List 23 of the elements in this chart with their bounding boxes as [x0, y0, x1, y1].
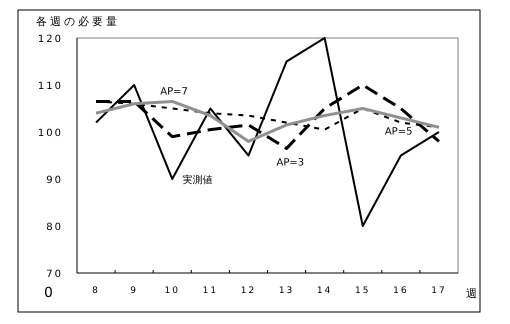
y-tick-label: 70	[46, 269, 63, 280]
series-label: AP=5	[384, 126, 412, 138]
x-tick-label: 14	[316, 286, 332, 296]
y-tick-label: 90	[46, 175, 63, 186]
series-label: AP=7	[160, 86, 188, 98]
x-tick-label: 13	[278, 286, 294, 296]
y-tick-label: 100	[38, 128, 63, 139]
y-tick-label: 110	[38, 81, 63, 92]
y-tick-label: 120	[38, 34, 63, 45]
x-axis-title: 週	[466, 287, 477, 300]
series-label: AP=3	[276, 157, 304, 168]
x-tick-label: 15	[355, 286, 370, 296]
x-tick-label: 17	[431, 286, 447, 296]
x-tick-label: 8	[92, 286, 100, 296]
y-tick-label: 80	[46, 222, 63, 233]
series-label: 実測値	[182, 174, 212, 186]
x-tick-label: 10	[164, 286, 180, 296]
text: 0	[44, 285, 53, 301]
y-axis-title: 各週の必要量	[36, 15, 120, 28]
x-tick-label: 9	[130, 286, 138, 296]
x-tick-label: 11	[202, 286, 218, 296]
x-tick-label: 12	[240, 286, 256, 296]
x-tick-label: 16	[393, 286, 409, 296]
